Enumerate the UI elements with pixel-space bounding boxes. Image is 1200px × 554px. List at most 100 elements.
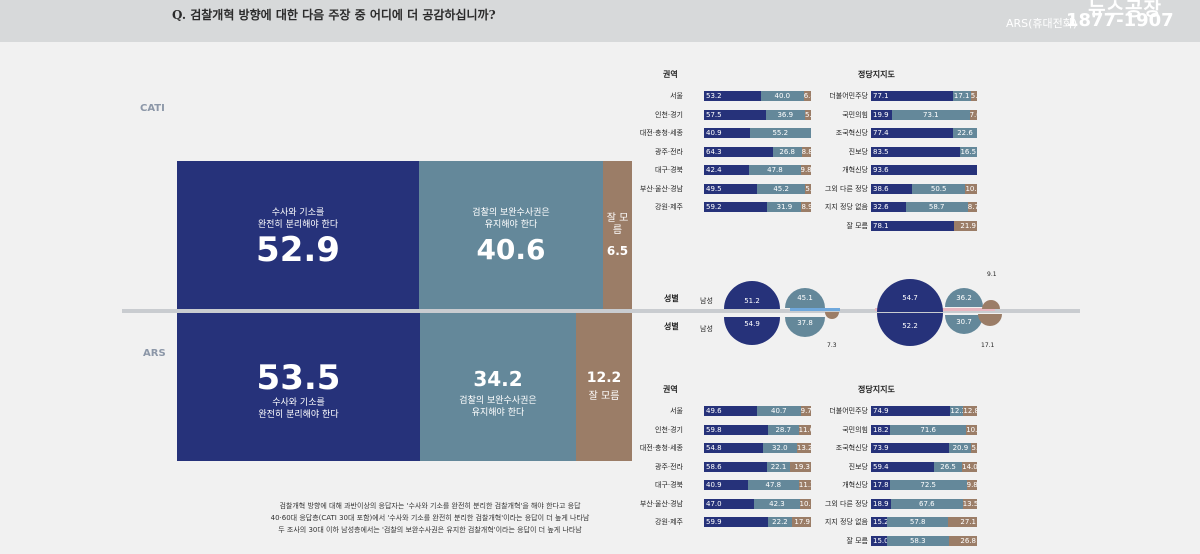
cati-party-seg-a: 38.6 [871, 183, 912, 194]
cati-region-seg-b: 45.2 [756, 183, 806, 194]
cati-bar-keep-label-2: 유지해야 한다 [484, 220, 538, 230]
ars-female-circle-c [978, 314, 1002, 326]
ars-region-seg-a: 59.8 [704, 424, 768, 435]
cati-region-seg-a: 49.5 [704, 183, 757, 194]
ars-bar-keep-value: 34.2 [473, 367, 523, 391]
cati-party-seg-a: 77.4 [871, 128, 954, 138]
ars-region-row-bar: 40.947.811.3 [704, 480, 811, 490]
ars-party-row-bar: 15.2 57.8 27.1 [871, 517, 977, 527]
header-bar: Q. 검찰개혁 방향에 대한 다음 주장 중 어디에 더 공감하십니까? 뉴스공… [0, 0, 1200, 42]
phone-number: 1877-1907 [1066, 10, 1174, 31]
cati-region-seg-b: 40.0 [760, 91, 804, 101]
ars-bar-separate: 53.5 수사와 기소를 완전히 분리해야 한다 [177, 313, 420, 461]
cati-region-row-bar: 53.240.06.8 [704, 91, 811, 101]
cati-party-row-label: 국민의힘 [842, 110, 868, 119]
cati-region-seg-a: 42.4 [704, 165, 750, 175]
ars-party-seg-c: 26.8 [948, 535, 977, 546]
ars-party-seg-b: 67.6 [891, 498, 963, 509]
ars-region-row-label: 광주·전라 [655, 462, 683, 471]
ars-party-row-bar: 73.920.95.2 [871, 443, 977, 453]
ars-region-row-label: 강원·제주 [655, 518, 683, 526]
cati-party-row-bar: 83.5 16.5 [871, 146, 977, 157]
cati-party-seg-c: 5.9 [970, 91, 977, 101]
cati-bar-separate: 수사와 기소를 완전히 분리해야 한다 52.9 [177, 161, 419, 309]
cati-male-circle-b: 45.1 [785, 288, 825, 308]
ars-female-b-value: 30.7 [956, 318, 972, 326]
cati-party-seg-b: 22.6 [953, 128, 977, 138]
ars-region-seg-c: 13.2 [796, 443, 811, 453]
cati-party-row-label: 진보당 [848, 147, 868, 156]
cati-region-seg-c: 5.6 [805, 109, 811, 120]
cati-region-row-bar: 57.536.95.6 [704, 109, 811, 120]
cati-region-seg-c: 6.8 [803, 91, 811, 101]
ars-party-seg-c: 9.8 [966, 480, 977, 490]
ars-bar-separate-label-1: 수사와 기소를 [272, 398, 325, 408]
cati-party-row-label: 개혁신당 [842, 166, 868, 174]
ars-region-seg-c: 17.9 [791, 517, 811, 527]
body-line-3: 두 조사의 30대 이하 남성층에서는 '검찰의 보완수사권은 유지한 검찰개혁… [278, 526, 582, 534]
cati-female-circle-c [982, 300, 1000, 309]
ars-region-row-bar: 54.8 32.0 13.2 [704, 443, 811, 453]
ars-party-seg-b: 71.6 [890, 424, 967, 435]
ars-region-row-bar: 47.042.310.7 [704, 498, 811, 509]
ars-region-seg-b: 42.3 [754, 498, 800, 509]
cati-bar-unknown-value: 6.5 [606, 244, 629, 258]
ars-party-row-label: 지지 정당 없음 [824, 518, 868, 526]
cati-party-seg-a: 83.5 [871, 146, 960, 157]
cati-bar-keep: 검찰의 보완수사권은 유지해야 한다 40.6 [419, 161, 603, 309]
ars-region-seg-c: 11.6 [798, 424, 811, 435]
male-label-cati: 남성 [700, 297, 713, 305]
cati-party-seg-b: 16.5 [959, 146, 977, 157]
ars-region-row-bar: 59.828.711.6 [704, 424, 811, 435]
brand-logo: 뉴스공장 [1088, 0, 1162, 20]
cati-label: CATI [140, 103, 165, 114]
ars-region-row-label: 대전·충청·세종 [639, 444, 683, 452]
cati-region-row-label: 대구·경북 [655, 166, 683, 174]
body-text: 검찰개혁 방향에 대해 과반이상의 응답자는 '수사와 기소를 완전히 분리한 … [240, 500, 620, 536]
ars-party-seg-a: 59.4 [871, 461, 935, 472]
ars-male-circle-c [825, 312, 839, 319]
ars-region-seg-b: 40.7 [757, 406, 801, 416]
cati-region-seg-a: 53.2 [704, 91, 761, 101]
ars-party-seg-a: 73.9 [871, 443, 950, 453]
ars-male-c-value: 7.3 [827, 342, 837, 349]
body-line-1: 검찰개혁 방향에 대해 과반이상의 응답자는 '수사와 기소를 완전히 분리한 … [279, 502, 581, 510]
cati-party-seg-b: 58.7 [905, 202, 968, 212]
cati-region-row-label: 대전·충청·세종 [639, 129, 683, 137]
cati-female-b-value: 36.2 [956, 294, 972, 302]
cati-party-row-label: 조국혁신당 [835, 129, 868, 137]
ars-party-seg-c: 5.2 [971, 443, 977, 453]
ars-region-row-label: 서울 [670, 407, 683, 415]
cati-party-row-bar: 19.973.17.0 [871, 109, 977, 120]
ars-region-seg-c: 19.3 [790, 461, 811, 472]
ars-party-row-bar: 74.912.312.8 [871, 406, 977, 416]
gender-label-cati: 성별 [664, 294, 679, 303]
male-label-ars: 남성 [700, 325, 713, 333]
cati-bar-keep-label-1: 검찰의 보완수사권은 [472, 208, 550, 218]
ars-party-seg-a: 15.2 [871, 517, 888, 527]
cati-party-seg-b: 50.5 [911, 183, 966, 194]
phone-label: ARS(휴대전화) [1006, 17, 1078, 30]
ars-region-seg-c: 10.7 [799, 498, 811, 509]
ars-party-row-bar: 18.271.610.2 [871, 424, 977, 435]
ars-bar-separate-value: 53.5 [256, 358, 341, 398]
cati-region-row-bar: 59.2 31.9 8.9 [704, 202, 811, 212]
ars-party-seg-c: 12.8 [963, 406, 977, 416]
cati-party-row-bar: 77.4 22.6 [871, 128, 977, 138]
ars-party-row-label: 개혁신당 [842, 481, 868, 489]
cati-party-seg-a: 19.9 [871, 109, 893, 120]
cati-bar-unknown: 잘 모름 6.5 [603, 161, 632, 309]
divider-line [122, 309, 1080, 313]
cati-region-row-label: 광주·전라 [655, 147, 683, 156]
cati-region-seg-a: 57.5 [704, 109, 766, 120]
ars-party-seg-c: 10.2 [966, 424, 977, 435]
ars-party-seg-c: 13.5 [962, 498, 977, 509]
cati-region-row-bar: 49.545.25.3 [704, 183, 811, 194]
ars-region-row-label: 대구·경북 [655, 481, 683, 489]
gender-label-ars: 성별 [664, 322, 679, 331]
cati-region-seg-b: 26.8 [772, 146, 802, 157]
ars-party-row-bar: 18.9 67.6 13.5 [871, 498, 977, 509]
cati-party-row-bar: 93.6 [871, 165, 977, 175]
ars-party-seg-a: 17.8 [871, 480, 890, 490]
ars-male-a-value: 54.9 [744, 320, 760, 328]
